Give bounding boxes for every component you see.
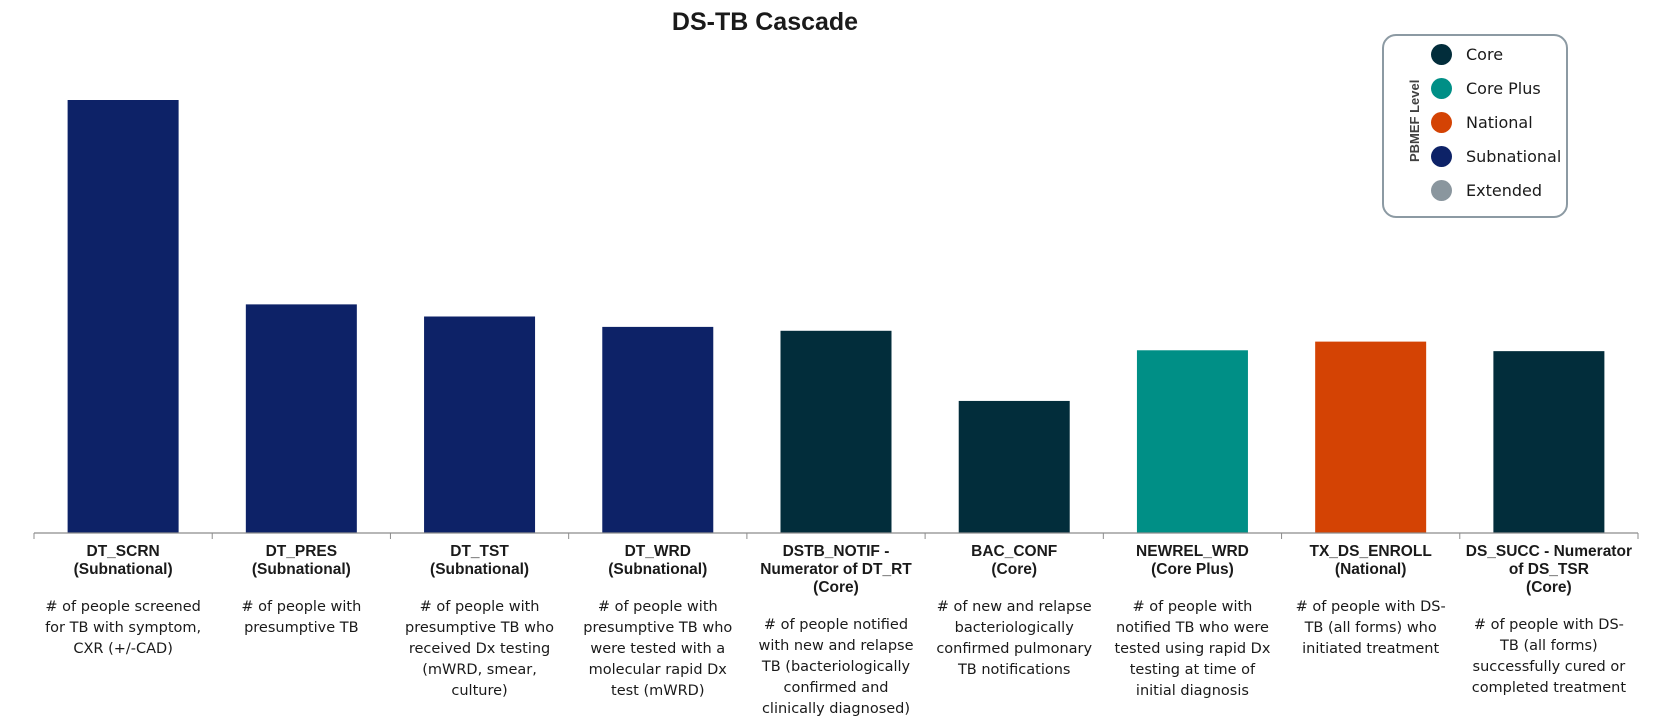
category-code: BAC_CONF <box>971 543 1058 560</box>
legend-label: Core <box>1466 44 1504 64</box>
category-label: DT_SCRN (Subnational) <box>36 543 210 579</box>
legend-swatch <box>1431 111 1452 133</box>
bar-bac-conf <box>958 400 1070 533</box>
category-label: DT_PRES (Subnational) <box>214 543 388 579</box>
legend-swatch <box>1431 77 1452 99</box>
bar-newrel-wrd <box>1136 350 1248 533</box>
category-level: (Core) <box>991 561 1038 578</box>
category-level: (Subnational) <box>430 561 530 578</box>
category-level: (National) <box>1334 561 1407 578</box>
bar-dstb-notif <box>780 330 892 533</box>
legend-title: PBMEF Level <box>1407 79 1422 162</box>
category-description: # of people with presumptive TB who rece… <box>405 599 555 699</box>
category-level: (Subnational) <box>73 561 173 578</box>
category-description: # of people notified with new and relaps… <box>758 617 914 717</box>
legend-item-core: Core <box>1431 41 1503 67</box>
category-code: NEWREL_WRD <box>1136 543 1249 560</box>
legend-item-extended: Extended <box>1431 177 1542 203</box>
legend-swatch <box>1431 179 1452 201</box>
bar-ds-succ <box>1493 351 1605 533</box>
category-code: DT_WRD <box>624 543 691 560</box>
legend-label: Core Plus <box>1466 78 1541 98</box>
legend <box>1382 34 1568 218</box>
category-label: DS_SUCC - Numerator of DS_TSR (Core) <box>1462 543 1636 597</box>
category-label: DSTB_NOTIF - Numerator of DT_RT (Core) <box>749 543 923 597</box>
category-code: DT_PRES <box>265 543 338 560</box>
legend-label: Subnational <box>1466 146 1562 166</box>
category-label: BAC_CONF (Core) <box>927 543 1101 579</box>
legend-item-national: National <box>1431 109 1533 135</box>
category-description: # of people with presumptive TB who were… <box>583 599 733 699</box>
chart-title: DS-TB Cascade <box>671 8 859 36</box>
category-code: DS_SUCC - Numerator of DS_TSR <box>1465 543 1632 578</box>
category-label: DT_TST (Subnational) <box>392 543 566 579</box>
category-label: TX_DS_ENROLL (National) <box>1284 543 1458 579</box>
bar-dt-tst <box>424 316 536 533</box>
category-code: DSTB_NOTIF - Numerator of DT_RT <box>760 543 912 578</box>
category-level: (Subnational) <box>608 561 708 578</box>
category-description: # of people with DS-TB (all forms) succe… <box>1471 617 1627 696</box>
legend-swatch <box>1431 145 1452 167</box>
category-label: DT_WRD (Subnational) <box>571 543 745 579</box>
category-level: (Core Plus) <box>1151 561 1234 578</box>
bar-dt-pres <box>245 304 357 533</box>
category-label: NEWREL_WRD (Core Plus) <box>1105 543 1279 579</box>
category-description: # of people with presumptive TB <box>241 599 362 636</box>
legend-label: National <box>1466 112 1533 132</box>
category-description: # of people screened for TB with symptom… <box>45 599 202 657</box>
category-level: (Core) <box>813 579 859 596</box>
bar-tx-ds-enroll <box>1315 341 1427 533</box>
bar-dt-wrd <box>602 326 714 533</box>
category-level: (Subnational) <box>251 561 351 578</box>
legend-item-subnational: Subnational <box>1431 143 1561 169</box>
legend-label: Extended <box>1466 180 1542 200</box>
category-code: TX_DS_ENROLL <box>1309 543 1432 560</box>
category-level: (Core) <box>1526 579 1572 596</box>
category-description: # of new and relapse bacteriologically c… <box>936 599 1093 678</box>
legend-item-core-plus: Core Plus <box>1431 75 1541 101</box>
legend-swatch <box>1431 43 1452 65</box>
category-code: DT_TST <box>450 543 509 560</box>
category-description: # of people with notified TB who were te… <box>1114 599 1271 699</box>
bar-dt-scrn <box>67 100 179 533</box>
category-code: DT_SCRN <box>86 543 160 560</box>
category-description: # of people with DS-TB (all forms) who i… <box>1295 599 1446 657</box>
